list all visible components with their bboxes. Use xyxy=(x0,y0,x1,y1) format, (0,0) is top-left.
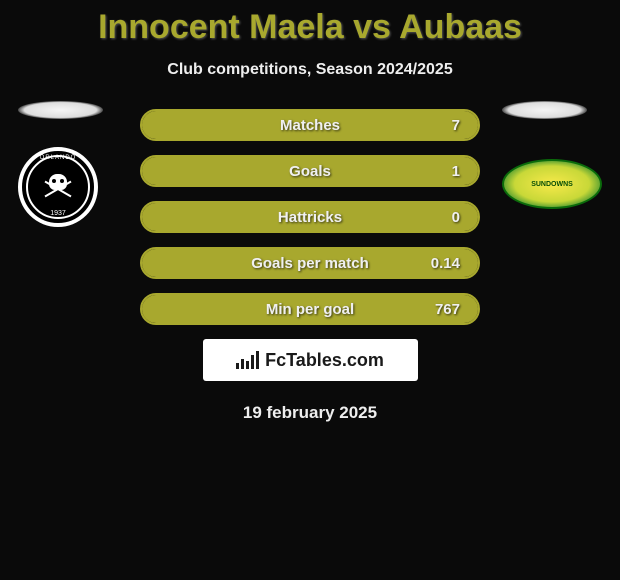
stat-row-goals: Goals 1 xyxy=(140,155,480,187)
club-name-label: ORLANDO xyxy=(22,155,94,161)
stat-row-min-per-goal: Min per goal 767 xyxy=(140,293,480,325)
skull-crossbones-icon xyxy=(45,174,71,200)
stat-value: 0.14 xyxy=(431,255,460,272)
stat-value: 0 xyxy=(452,209,460,226)
brand-name: FcTables.com xyxy=(265,350,384,371)
stat-label: Hattricks xyxy=(278,209,342,226)
subtitle: Club competitions, Season 2024/2025 xyxy=(0,61,620,79)
stat-row-matches: Matches 7 xyxy=(140,109,480,141)
stat-value: 767 xyxy=(435,301,460,318)
stat-value: 7 xyxy=(452,117,460,134)
stat-value: 1 xyxy=(452,163,460,180)
club-name-label: SUNDOWNS xyxy=(531,181,573,188)
stat-row-hattricks: Hattricks 0 xyxy=(140,201,480,233)
stat-label: Goals xyxy=(289,163,331,180)
page-title: Innocent Maela vs Aubaas xyxy=(0,0,620,47)
right-club-badge: SUNDOWNS xyxy=(502,159,602,209)
stat-label: Goals per match xyxy=(251,255,369,272)
comparison-panel: ORLANDO 1937 SUNDOWNS Matches 7 Goals 1 xyxy=(0,109,620,423)
left-club-badge: ORLANDO 1937 xyxy=(18,147,98,227)
right-player-column: SUNDOWNS xyxy=(502,101,602,209)
player-placeholder-icon xyxy=(18,101,103,119)
stat-label: Min per goal xyxy=(266,301,354,318)
stats-list: Matches 7 Goals 1 Hattricks 0 Goals per … xyxy=(140,109,480,325)
stat-label: Matches xyxy=(280,117,340,134)
club-year-label: 1937 xyxy=(22,210,94,217)
bar-chart-icon xyxy=(236,351,259,369)
left-player-column: ORLANDO 1937 xyxy=(18,101,103,227)
player-placeholder-icon xyxy=(502,101,587,119)
stat-row-goals-per-match: Goals per match 0.14 xyxy=(140,247,480,279)
brand-box[interactable]: FcTables.com xyxy=(203,339,418,381)
date-label: 19 february 2025 xyxy=(0,403,620,423)
